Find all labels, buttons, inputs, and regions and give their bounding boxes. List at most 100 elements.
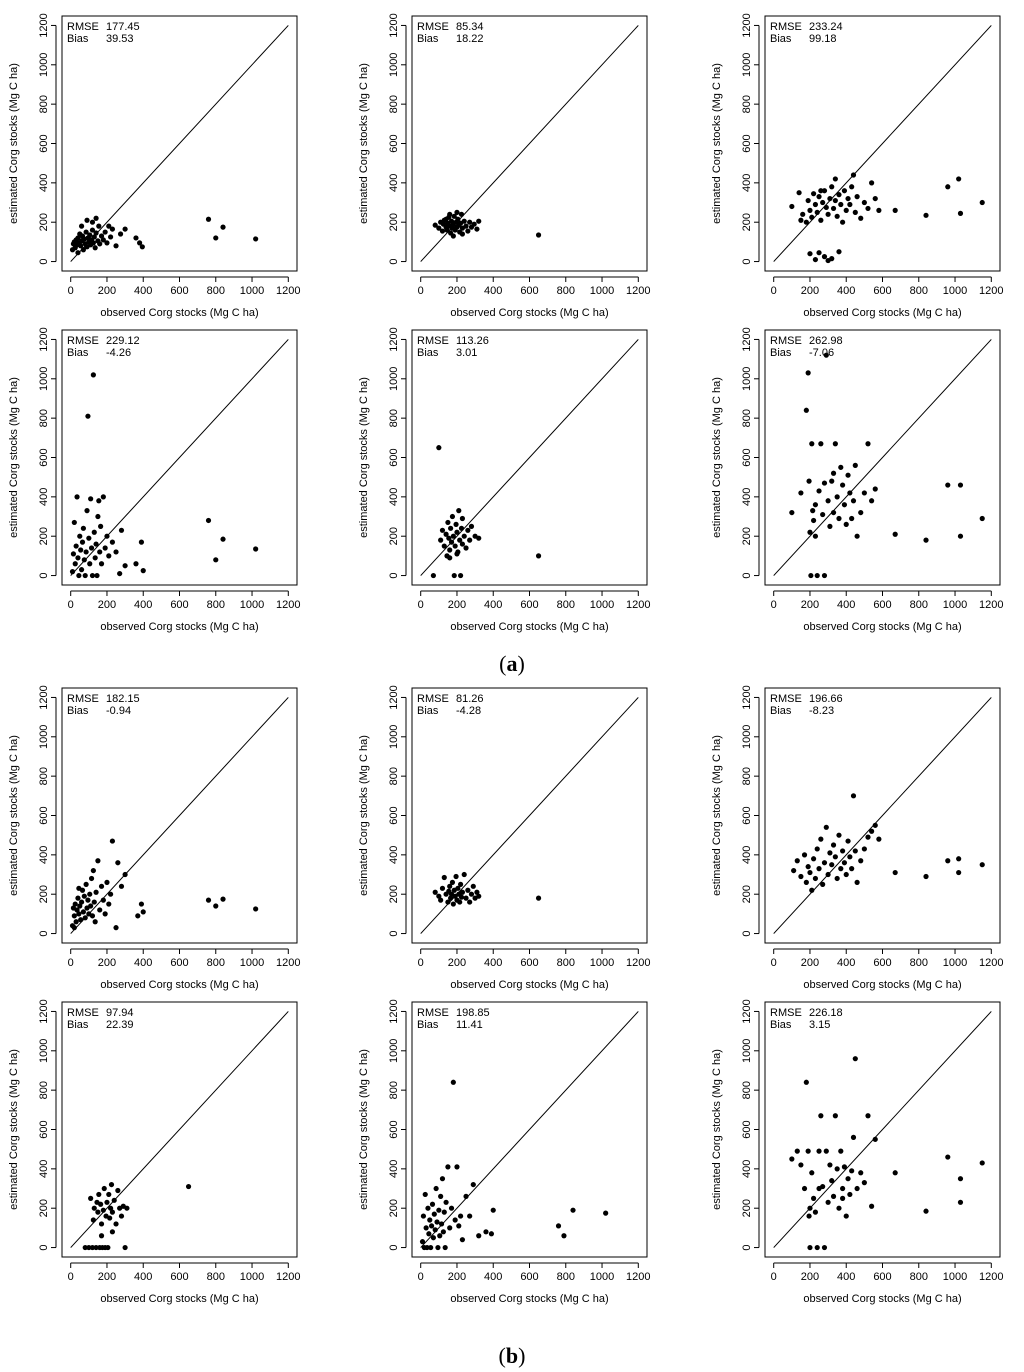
plot-b-1-3-point: [814, 846, 820, 852]
plot-a-2-3-point: [840, 482, 846, 488]
plot-a-2-2-y-tick-label: 800: [388, 409, 400, 427]
plot-a-2-1-point: [74, 494, 80, 500]
plot-b-1-3-point: [850, 793, 857, 799]
plot-a-2-2-x-tick-label: 0: [418, 599, 424, 611]
plot-b-1-1-point: [140, 909, 146, 915]
plot-b-2-2-point: [435, 1244, 441, 1251]
plot-a-2-2-point: [451, 572, 457, 579]
plot-a-1-1-point: [104, 240, 110, 246]
plot-a-2-1-point: [73, 543, 79, 549]
plot-b-2-1-point: [88, 1195, 94, 1201]
plot-b-2-2-point: [439, 1176, 446, 1182]
plot-b-2-2-point: [437, 1233, 443, 1239]
plot-a-1-2-point: [471, 221, 477, 227]
plot-a-2-3-x-tick-label: 1000: [943, 599, 967, 611]
plot-a-1-1-point: [137, 240, 143, 246]
plot-b-1-1-point: [92, 919, 98, 925]
plot-b-1-2-point: [470, 883, 476, 889]
plot-b-2-1-identity-line: [70, 1011, 289, 1248]
plot-a-2-2-point: [476, 535, 482, 541]
plot-b-1-1-point: [75, 895, 81, 901]
plot-a-2-1-point: [93, 541, 99, 547]
plot-a-1-3-bias-label: Bias: [770, 33, 792, 45]
plot-a-2-2-point: [468, 523, 475, 529]
plot-a-1-3-point: [945, 184, 951, 190]
plot-b-1-1-y-tick-label: 0: [38, 930, 50, 936]
plot-a-1-3-point: [818, 217, 824, 223]
plot-a-1-1-frame: [61, 15, 298, 272]
plot-a-2-3-point: [849, 515, 855, 522]
plot-a-2-1-point: [97, 549, 103, 555]
plot-b-2-3-y-tick-label: 400: [741, 1160, 753, 1178]
plot-a-2-3-rmse-value: 262.98: [809, 335, 843, 347]
plot-a-2-3-point: [892, 531, 898, 537]
plot-b-2-3-y-axis-label: estimated Corg stocks (Mg C ha): [711, 1049, 723, 1210]
plot-b-2-1-point: [91, 1205, 97, 1211]
plot-a-1-2-x-tick-label: 1000: [590, 285, 614, 297]
plot-b-2-1-x-tick-label: 0: [68, 1271, 74, 1283]
plot-a-2-3-bias-label: Bias: [770, 347, 792, 359]
plot-a-2-1-point: [88, 496, 94, 502]
plot-a-2-3-point: [806, 478, 812, 484]
plot-b-2-2-point: [425, 1205, 431, 1211]
plot-a-2-1-y-tick-label: 600: [38, 448, 50, 466]
plot-a-1-1-point: [75, 235, 81, 241]
plot-b-2-1-point: [113, 1221, 119, 1227]
plot-a-2-3-point: [789, 509, 795, 516]
plot-a-1-3-point: [832, 197, 838, 204]
plot-a-1-2-rmse-value: 85.34: [456, 21, 484, 33]
plot-a-2-1-point: [72, 561, 78, 567]
plot-b-1-3-rmse-value: 196.66: [809, 693, 843, 705]
plot-b-1-3-point: [803, 879, 809, 885]
plot-a-1-1-y-tick-label: 1000: [38, 53, 50, 77]
plot-a-1-3-point: [869, 180, 875, 186]
plot-b-1-2-point: [448, 895, 454, 901]
plot-b-1-3-point: [838, 866, 844, 872]
plot-a-2-2: 0 200 400 600 800 1000 1200 0 200 400 600 800 1000 12…: [358, 327, 651, 633]
plot-b-1-3-point: [810, 856, 817, 862]
plot-b-1-2-point: [453, 873, 459, 880]
plot-b-2-3-point: [979, 1160, 985, 1166]
plot-b-2-3-point: [957, 1199, 964, 1205]
plot-a-1-2-point: [461, 218, 467, 224]
plot-b-2-2-y-tick-label: 400: [388, 1160, 400, 1178]
plot-a-1-3-point: [840, 219, 846, 225]
plot-a-1-1-point: [89, 219, 96, 225]
plot-b-2-1-y-axis-label: estimated Corg stocks (Mg C ha): [8, 1049, 20, 1210]
plot-b-1-2-point: [465, 887, 471, 893]
plot-b-1-2-point: [436, 893, 442, 899]
plot-b-1-1-point: [95, 858, 101, 864]
plot-a-2-3-point: [869, 498, 875, 504]
plot-b-2-3-x-tick-label: 1200: [979, 1271, 1003, 1283]
plot-b-1-3-x-tick-label: 400: [837, 957, 855, 969]
plot-b-1-2-point: [449, 879, 456, 885]
plot-b-2-2-x-tick-label: 0: [418, 1271, 424, 1283]
plot-b-1-1-point: [78, 899, 85, 905]
plot-b-1-1-point: [113, 925, 119, 931]
plot-b-1-1-point: [138, 901, 145, 907]
plot-a-2-1-point: [94, 572, 100, 579]
plot-b-2-3-y-tick-label: 0: [741, 1244, 753, 1250]
plot-a-2-1-point: [70, 551, 77, 557]
plot-a-2-2-point: [439, 527, 446, 533]
plot-a-2-2-point: [438, 537, 444, 543]
plot-a-2-3-y-tick-label: 200: [741, 527, 753, 545]
plot-a-1-2-rmse-label: RMSE: [417, 21, 449, 33]
plot-b-2-3-point: [816, 1148, 822, 1154]
plot-b-2-1-x-tick-label: 1000: [240, 1271, 264, 1283]
plot-a-2-1-point: [83, 549, 89, 555]
plot-b-1-2-rmse-value: 81.26: [456, 693, 484, 705]
plot-b-1-1-point: [82, 915, 88, 921]
plot-a-2-3-point: [843, 521, 849, 527]
plot-b-1-3-x-tick-label: 200: [801, 957, 819, 969]
plot-b-2-3-x-tick-label: 800: [910, 1271, 928, 1283]
plot-a-1-1-point: [97, 241, 103, 247]
plot-b-2-2-point: [555, 1223, 562, 1229]
plot-a-1-3-point: [861, 199, 867, 206]
plot-a-2-3-point: [945, 482, 951, 488]
plot-b-2-2-point: [448, 1205, 455, 1211]
plot-a-1-1-point: [100, 237, 106, 243]
plot-a-1-3-point: [812, 256, 819, 263]
plot-a-2-2-point: [458, 525, 465, 531]
plot-a-2-1-point: [75, 555, 81, 561]
